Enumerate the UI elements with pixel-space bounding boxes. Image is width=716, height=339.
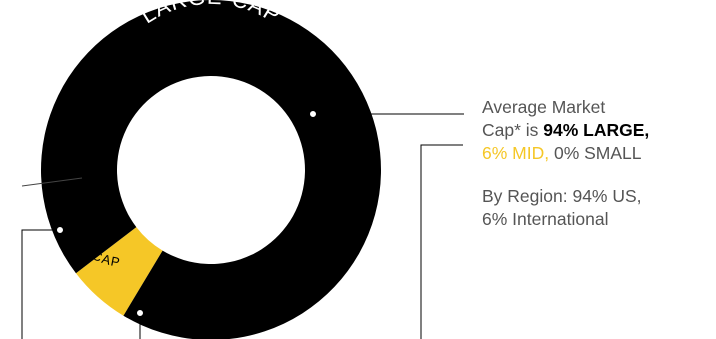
cap-summary-line-2: Cap* is 94% LARGE, [482, 119, 712, 142]
mid-cap-leader-line [21, 229, 58, 339]
cap-summary-prefix: Cap* is [482, 120, 544, 140]
region-summary: By Region: 94% US, 6% International [482, 185, 712, 231]
cap-summary-line-3: 6% MID, 0% SMALL [482, 142, 712, 165]
legend-bracket-line [420, 144, 463, 339]
bottom-leader-dot [136, 309, 144, 317]
large-cap-leader-dot [309, 110, 317, 118]
mid-cap-share: 6% MID, [482, 143, 550, 163]
legend-panel: Average Market Cap* is 94% LARGE, 6% MID… [482, 96, 712, 231]
large-cap-share: 94% LARGE, [543, 120, 650, 140]
large-cap-slice [41, 0, 381, 339]
region-summary-line-1: By Region: 94% US, [482, 186, 642, 206]
region-summary-line-2: 6% International [482, 209, 609, 229]
mid-cap-slice [75, 227, 163, 316]
small-cap-share: 0% SMALL [549, 143, 642, 163]
mid-cap-leader-dot [56, 226, 64, 234]
cap-summary-line-1: Average Market [482, 97, 606, 117]
ring-divider [21, 177, 83, 187]
